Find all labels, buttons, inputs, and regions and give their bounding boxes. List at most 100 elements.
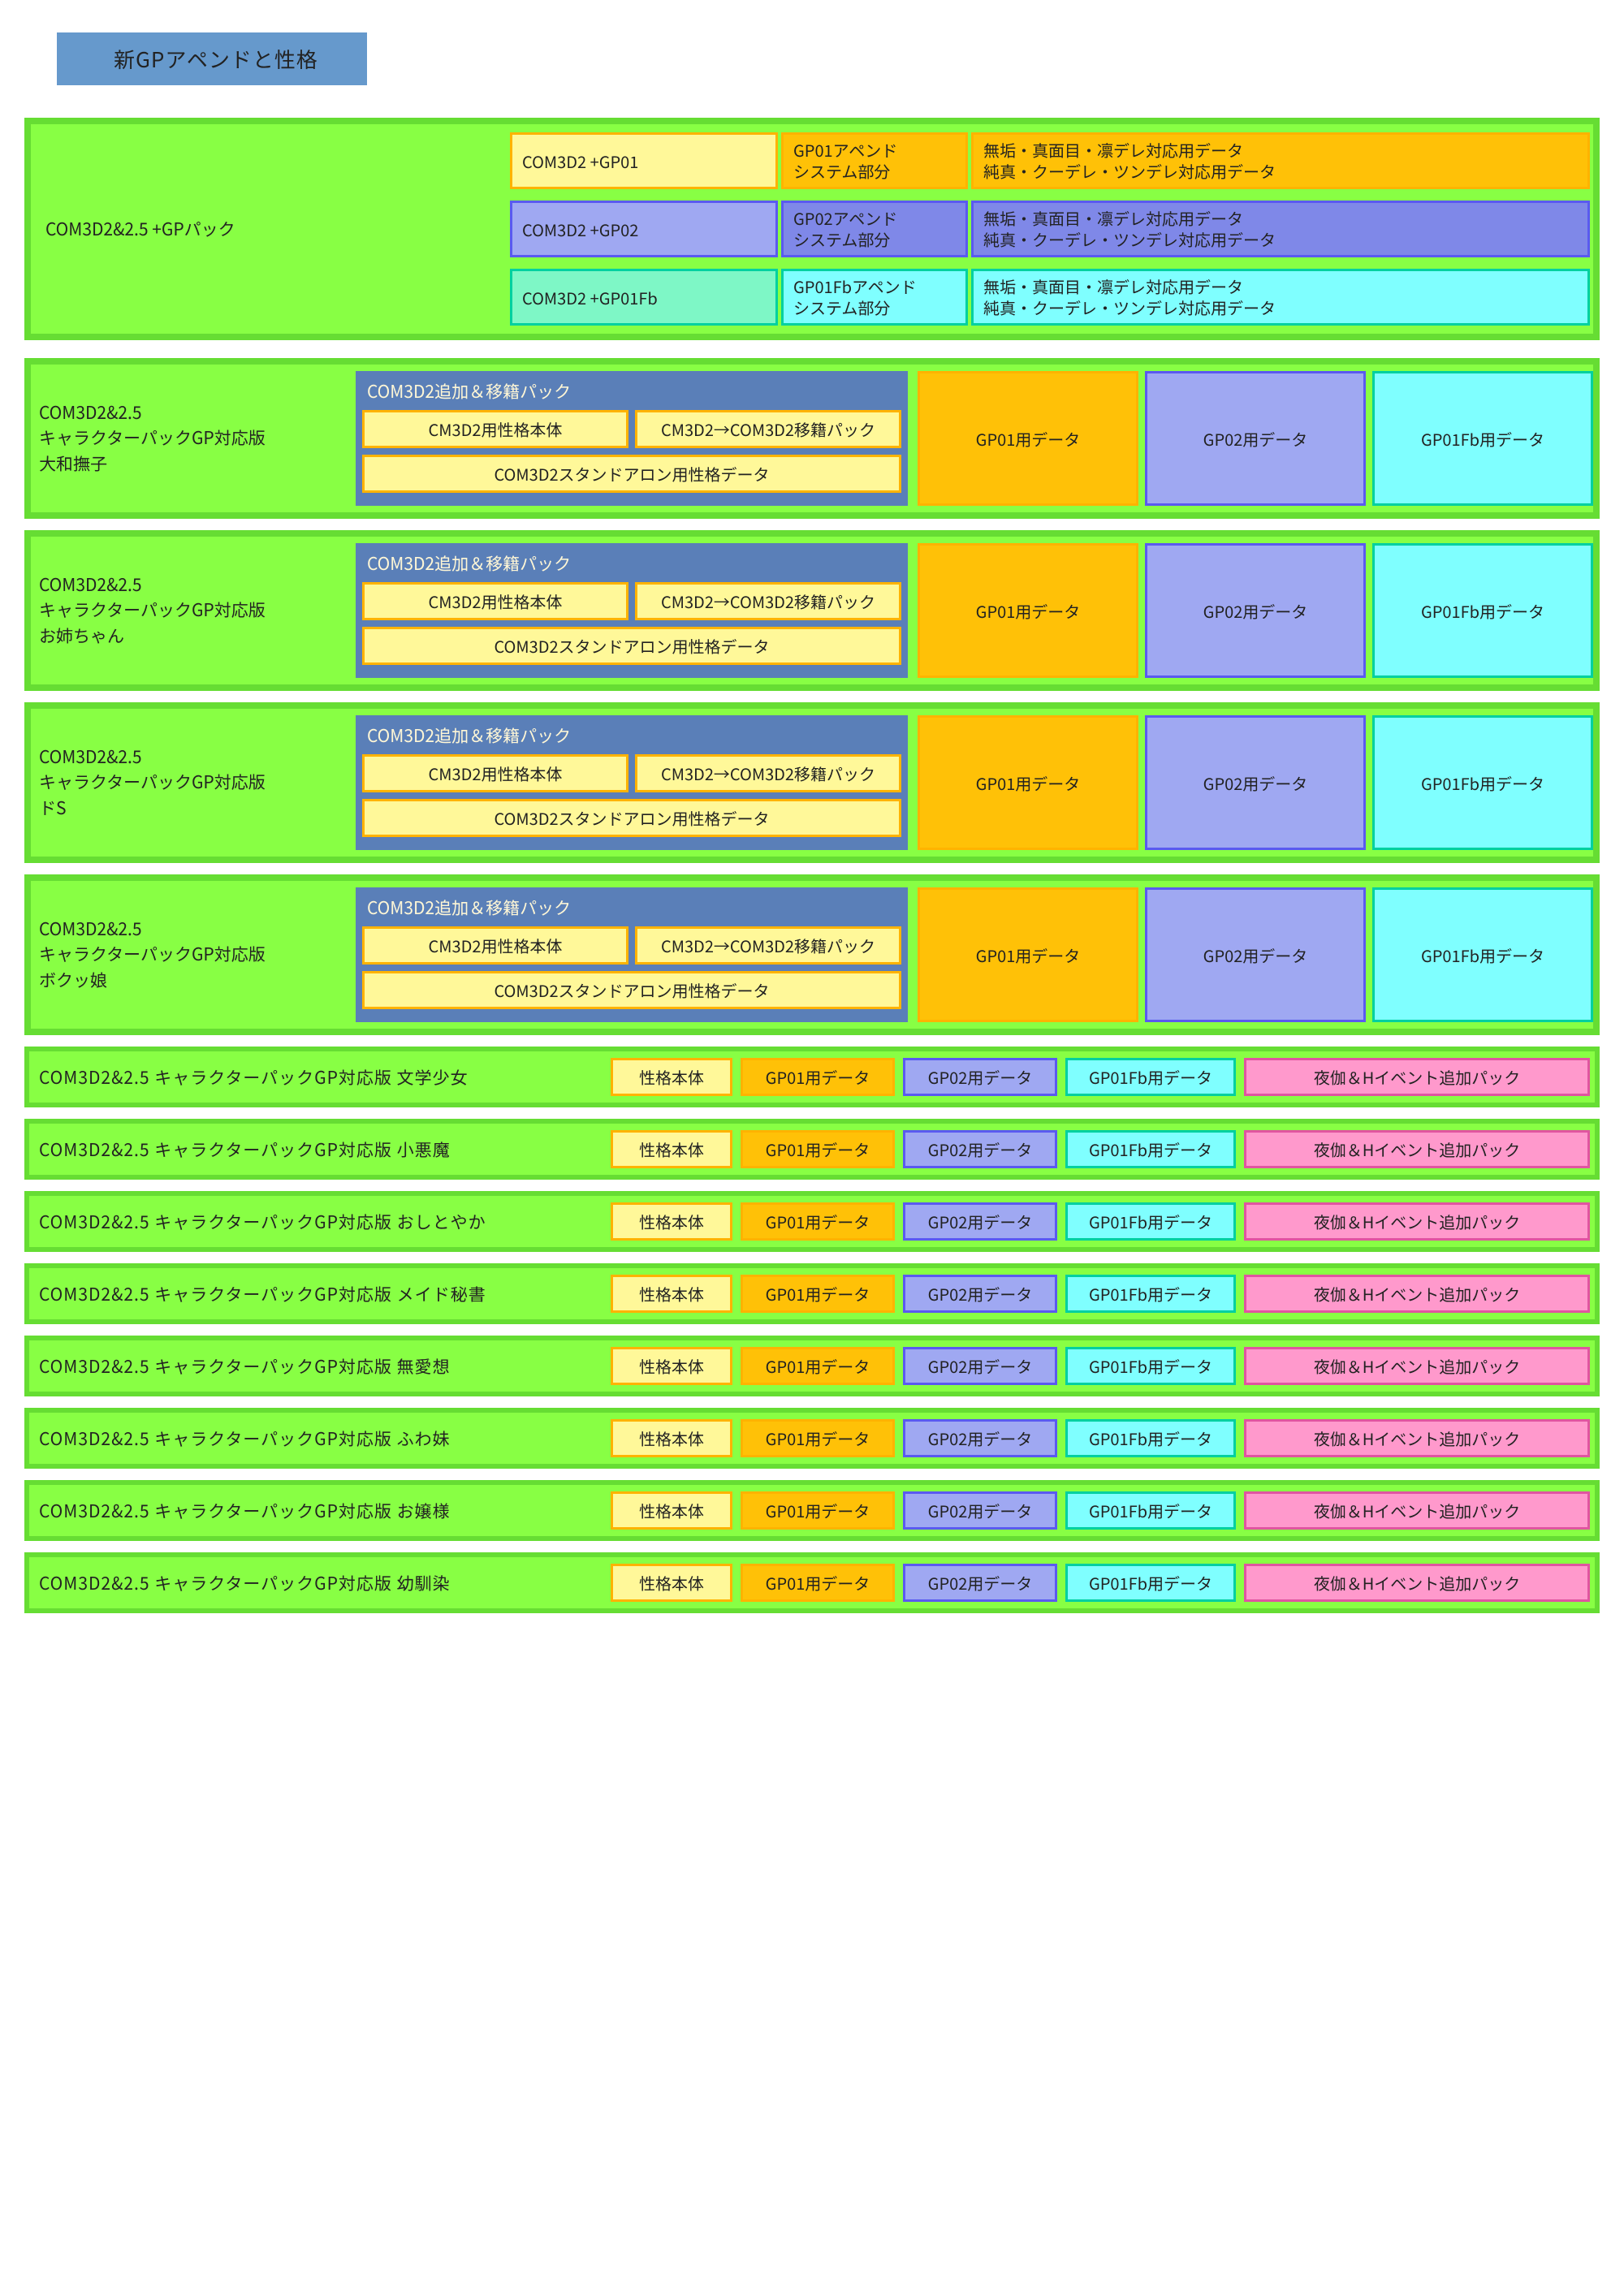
pill-gp01fb: GP01Fb用データ [1065, 1202, 1236, 1241]
mid-center-title: COM3D2追加＆移籍パック [362, 720, 901, 754]
gp-traits-l2: 純真・クーデレ・ツンデレ対応用データ [983, 161, 1578, 182]
slot-gp02: GP02用データ [1145, 715, 1366, 850]
bot-label: COM3D2&2.5 キャラクターパックGP対応版 幼馴染 [34, 1564, 603, 1602]
pill-seikaku: 性格本体 [611, 1058, 732, 1096]
gp-row-gp01: COM3D2 +GP01 GP01アペンド システム部分 無垢・真面目・凛デレ対… [510, 132, 1590, 189]
pill-extra: 夜伽＆Hイベント追加パック [1244, 1347, 1590, 1385]
bot-label: COM3D2&2.5 キャラクターパックGP対応版 おしとやか [34, 1202, 603, 1241]
mid-right-slots: GP01用データ GP02用データ GP01Fb用データ [914, 709, 1593, 857]
pill-gp01fb: GP01Fb用データ [1065, 1130, 1236, 1168]
bot-block: COM3D2&2.5 キャラクターパックGP対応版 文学少女 性格本体 GP01… [24, 1047, 1600, 1107]
pill-iseki-pack: CM3D2→COM3D2移籍パック [635, 754, 901, 792]
mid-label-l1: COM3D2&2.5 [39, 572, 348, 598]
bottom-character-list: COM3D2&2.5 キャラクターパックGP対応版 文学少女 性格本体 GP01… [24, 1047, 1600, 1613]
mid-center-row2: COM3D2スタンドアロン用性格データ [362, 455, 901, 493]
pill-gp02: GP02用データ [903, 1419, 1057, 1457]
bot-label: COM3D2&2.5 キャラクターパックGP対応版 お嬢様 [34, 1491, 603, 1530]
mid-label-l1: COM3D2&2.5 [39, 744, 348, 770]
pill-gp02: GP02用データ [903, 1058, 1057, 1096]
gp-pack-inner: COM3D2&2.5 +GPパック COM3D2 +GP01 GP01アペンド … [31, 124, 1593, 334]
gp-pack-label: COM3D2&2.5 +GPパック [31, 124, 510, 334]
gp-traits: 無垢・真面目・凛デレ対応用データ 純真・クーデレ・ツンデレ対応用データ [971, 132, 1590, 189]
gp-system: GP01アペンド システム部分 [781, 132, 968, 189]
mid-label-name: お姉ちゃん [39, 624, 348, 650]
bot-block: COM3D2&2.5 キャラクターパックGP対応版 メイド秘書 性格本体 GP0… [24, 1263, 1600, 1324]
gp-traits: 無垢・真面目・凛デレ対応用データ 純真・クーデレ・ツンデレ対応用データ [971, 269, 1590, 326]
mid-block: COM3D2&2.5 キャラクターパックGP対応版 お姉ちゃん COM3D2追加… [24, 530, 1600, 691]
mid-center-row1: CM3D2用性格本体 CM3D2→COM3D2移籍パック [362, 410, 901, 448]
gp-pack-block: COM3D2&2.5 +GPパック COM3D2 +GP01 GP01アペンド … [24, 118, 1600, 340]
pill-extra: 夜伽＆Hイベント追加パック [1244, 1202, 1590, 1241]
pill-iseki-pack: CM3D2→COM3D2移籍パック [635, 926, 901, 965]
slot-gp02: GP02用データ [1145, 543, 1366, 678]
pill-extra: 夜伽＆Hイベント追加パック [1244, 1275, 1590, 1313]
gp-traits-l1: 無垢・真面目・凛デレ対応用データ [983, 208, 1578, 229]
pill-seikaku: 性格本体 [611, 1564, 732, 1602]
pill-gp02: GP02用データ [903, 1275, 1057, 1313]
mid-block: COM3D2&2.5 キャラクターパックGP対応版 ボクッ娘 COM3D2追加＆… [24, 874, 1600, 1035]
mid-label-l2: キャラクターパックGP対応版 [39, 425, 348, 451]
pill-gp02: GP02用データ [903, 1564, 1057, 1602]
mid-center-row1: CM3D2用性格本体 CM3D2→COM3D2移籍パック [362, 582, 901, 620]
slot-gp01: GP01用データ [918, 371, 1138, 506]
mid-row: COM3D2&2.5 キャラクターパックGP対応版 大和撫子 COM3D2追加＆… [31, 365, 1593, 512]
bot-block: COM3D2&2.5 キャラクターパックGP対応版 ふわ妹 性格本体 GP01用… [24, 1408, 1600, 1469]
mid-center-row2: COM3D2スタンドアロン用性格データ [362, 799, 901, 837]
bot-block: COM3D2&2.5 キャラクターパックGP対応版 おしとやか 性格本体 GP0… [24, 1191, 1600, 1252]
pill-gp02: GP02用データ [903, 1130, 1057, 1168]
mid-label-l1: COM3D2&2.5 [39, 400, 348, 426]
mid-row: COM3D2&2.5 キャラクターパックGP対応版 ボクッ娘 COM3D2追加＆… [31, 881, 1593, 1029]
pill-extra: 夜伽＆Hイベント追加パック [1244, 1564, 1590, 1602]
page-title: 新GPアペンドと性格 [57, 32, 367, 85]
gp-traits-l1: 無垢・真面目・凛デレ対応用データ [983, 140, 1578, 161]
gp-sys-l2: システム部分 [793, 297, 956, 318]
gp-sys-l2: システム部分 [793, 161, 956, 182]
mid-right-slots: GP01用データ GP02用データ GP01Fb用データ [914, 365, 1593, 512]
mid-row: COM3D2&2.5 キャラクターパックGP対応版 ドS COM3D2追加＆移籍… [31, 709, 1593, 857]
pill-standalone: COM3D2スタンドアロン用性格データ [362, 971, 901, 1009]
pill-seikaku: 性格本体 [611, 1491, 732, 1530]
bot-label: COM3D2&2.5 キャラクターパックGP対応版 小悪魔 [34, 1130, 603, 1168]
pill-extra: 夜伽＆Hイベント追加パック [1244, 1491, 1590, 1530]
gp-name: COM3D2 +GP01Fb [510, 269, 778, 326]
pill-extra: 夜伽＆Hイベント追加パック [1244, 1419, 1590, 1457]
gp-sys-l1: GP01Fbアペンド [793, 276, 956, 297]
bot-row: COM3D2&2.5 キャラクターパックGP対応版 お嬢様 性格本体 GP01用… [29, 1485, 1595, 1536]
mid-block: COM3D2&2.5 キャラクターパックGP対応版 ドS COM3D2追加＆移籍… [24, 702, 1600, 863]
bot-row: COM3D2&2.5 キャラクターパックGP対応版 メイド秘書 性格本体 GP0… [29, 1268, 1595, 1319]
slot-gp02: GP02用データ [1145, 371, 1366, 506]
mid-center-row1: CM3D2用性格本体 CM3D2→COM3D2移籍パック [362, 754, 901, 792]
mid-label-l2: キャラクターパックGP対応版 [39, 770, 348, 796]
mid-character-packs: COM3D2&2.5 キャラクターパックGP対応版 大和撫子 COM3D2追加＆… [24, 358, 1600, 1035]
pill-gp01: GP01用データ [741, 1564, 895, 1602]
gp-traits-l2: 純真・クーデレ・ツンデレ対応用データ [983, 297, 1578, 318]
gp-system: GP01Fbアペンド システム部分 [781, 269, 968, 326]
mid-row: COM3D2&2.5 キャラクターパックGP対応版 お姉ちゃん COM3D2追加… [31, 537, 1593, 684]
mid-label: COM3D2&2.5 キャラクターパックGP対応版 大和撫子 [31, 365, 356, 512]
mid-center-title: COM3D2追加＆移籍パック [362, 892, 901, 926]
slot-gp02: GP02用データ [1145, 887, 1366, 1022]
slot-gp01fb: GP01Fb用データ [1372, 371, 1593, 506]
bot-label: COM3D2&2.5 キャラクターパックGP対応版 メイド秘書 [34, 1275, 603, 1313]
pill-gp01: GP01用データ [741, 1275, 895, 1313]
pill-gp02: GP02用データ [903, 1491, 1057, 1530]
pill-gp01fb: GP01Fb用データ [1065, 1058, 1236, 1096]
slot-gp01fb: GP01Fb用データ [1372, 543, 1593, 678]
gp-name: COM3D2 +GP01 [510, 132, 778, 189]
bot-row: COM3D2&2.5 キャラクターパックGP対応版 ふわ妹 性格本体 GP01用… [29, 1413, 1595, 1464]
mid-label: COM3D2&2.5 キャラクターパックGP対応版 お姉ちゃん [31, 537, 356, 684]
slot-gp01: GP01用データ [918, 887, 1138, 1022]
pill-iseki-pack: CM3D2→COM3D2移籍パック [635, 582, 901, 620]
gp-name: COM3D2 +GP02 [510, 201, 778, 257]
pill-gp01fb: GP01Fb用データ [1065, 1275, 1236, 1313]
slot-gp01fb: GP01Fb用データ [1372, 887, 1593, 1022]
pill-gp01: GP01用データ [741, 1130, 895, 1168]
pill-standalone: COM3D2スタンドアロン用性格データ [362, 627, 901, 665]
mid-right-slots: GP01用データ GP02用データ GP01Fb用データ [914, 881, 1593, 1029]
pill-gp02: GP02用データ [903, 1347, 1057, 1385]
mid-label: COM3D2&2.5 キャラクターパックGP対応版 ボクッ娘 [31, 881, 356, 1029]
mid-center-row1: CM3D2用性格本体 CM3D2→COM3D2移籍パック [362, 926, 901, 965]
bot-label: COM3D2&2.5 キャラクターパックGP対応版 ふわ妹 [34, 1419, 603, 1457]
pill-gp01: GP01用データ [741, 1058, 895, 1096]
pill-gp01fb: GP01Fb用データ [1065, 1491, 1236, 1530]
